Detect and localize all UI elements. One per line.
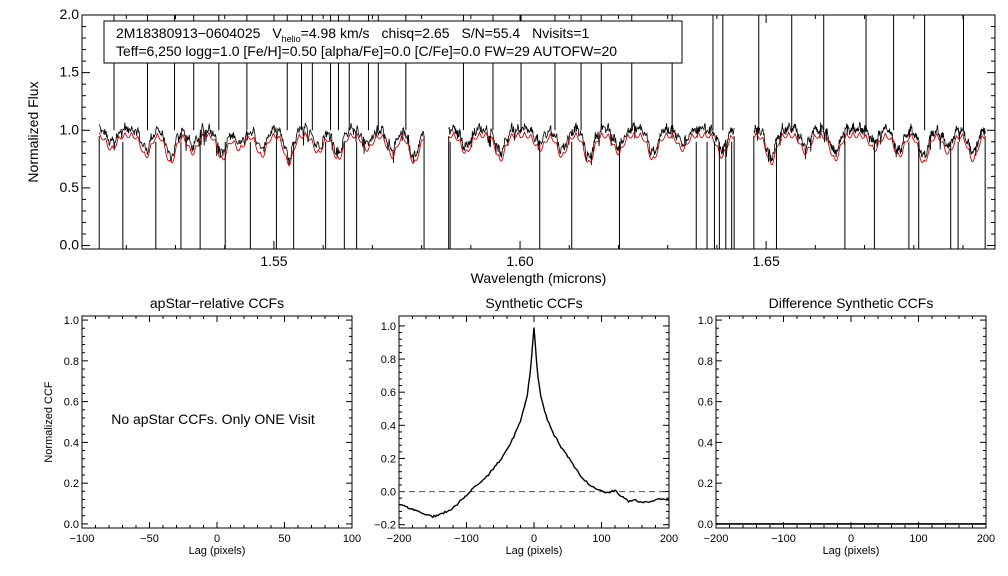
x-tick-label: 1.60 bbox=[506, 253, 533, 269]
y-axis-label: Normalized Flux bbox=[25, 81, 41, 182]
y-tick-label: 1.0 bbox=[698, 315, 713, 327]
synthetic-ccf-panel: −200 −100 0 100 200 −0.2 0.0 0.2 0.4 0.6 0.8 1.0 Lag… bbox=[374, 295, 678, 557]
no-ccf-annotation: No apStar CCFs. Only ONE Visit bbox=[111, 411, 315, 427]
y-tick-label: 0.4 bbox=[698, 437, 713, 449]
difference-ccf-panel: −200 −100 0 100 200 0.0 0.2 0.4 0.6 0.8 1.0 Lag (pi… bbox=[698, 295, 995, 557]
snr: S/N=55.4 bbox=[461, 25, 520, 41]
y-tick-label: 0.8 bbox=[698, 356, 713, 368]
star-id: 2M18380913−0604025 bbox=[116, 25, 261, 41]
observed-spectrum-line bbox=[98, 122, 425, 167]
x-tick-label: −200 bbox=[387, 533, 412, 545]
chisq: chisq=2.65 bbox=[381, 25, 449, 41]
plot-frame bbox=[715, 315, 987, 529]
chart-title: Synthetic CCFs bbox=[485, 295, 582, 311]
y-tick-label: −0.2 bbox=[374, 520, 396, 532]
y-tick-label: 0.0 bbox=[60, 237, 80, 253]
chart-title: apStar−relative CCFs bbox=[150, 295, 284, 311]
observed-spectrum-line bbox=[753, 121, 986, 163]
y-tick-label: 0.6 bbox=[381, 387, 396, 399]
info-line-2: Teff=6,250 logg=1.0 [Fe/H]=0.50 [alpha/F… bbox=[116, 43, 617, 59]
y-tick-label: 0.8 bbox=[381, 354, 396, 366]
model-spectrum-line bbox=[448, 130, 735, 163]
vhelio-label: V bbox=[272, 25, 282, 41]
ccf-line bbox=[399, 327, 670, 519]
y-tick-label: 0.8 bbox=[64, 356, 79, 368]
y-tick-label: 0.6 bbox=[64, 397, 79, 409]
y-tick-label: 0.6 bbox=[698, 397, 713, 409]
y-tick-label: 0.0 bbox=[698, 519, 713, 531]
x-tick-label: 1.55 bbox=[260, 253, 287, 269]
model-spectrum-line bbox=[98, 131, 425, 166]
y-tick-label: 2.0 bbox=[60, 6, 80, 22]
y-tick-label: 0.0 bbox=[64, 519, 79, 531]
y-tick-label: 1.5 bbox=[60, 64, 80, 80]
observed-spectrum-line bbox=[448, 122, 735, 166]
plot-frame bbox=[81, 14, 996, 250]
x-axis-label: Lag (pixels) bbox=[823, 545, 880, 557]
apstar-ccf-panel: −100 −50 0 50 100 0.0 0.2 0.4 0.6 0.8 1.0 Lag (pixe… bbox=[43, 295, 361, 557]
y-tick-label: 1.0 bbox=[64, 315, 79, 327]
x-tick-label: 0 bbox=[848, 533, 854, 545]
x-tick-label: 100 bbox=[343, 533, 361, 545]
x-tick-label: 1.65 bbox=[753, 253, 780, 269]
x-tick-label: 200 bbox=[977, 533, 995, 545]
spectrum-panel: 1.55 1.60 1.65 0.0 0.5 1.0 1.5 2.0 Wavelength (m… bbox=[25, 6, 996, 286]
x-tick-label: 200 bbox=[660, 533, 678, 545]
plot-frame bbox=[398, 315, 670, 529]
vhelio-value: =4.98 km/s bbox=[301, 25, 370, 41]
x-tick-label: −100 bbox=[454, 533, 479, 545]
y-tick-label: 0.2 bbox=[64, 478, 79, 490]
y-tick-label: 0.4 bbox=[64, 437, 79, 449]
y-tick-label: 0.0 bbox=[381, 487, 396, 499]
vhelio-sub: helio bbox=[282, 34, 301, 44]
info-box-frame bbox=[103, 20, 683, 64]
x-axis-label: Wavelength (microns) bbox=[471, 270, 607, 286]
x-tick-label: 100 bbox=[592, 533, 610, 545]
x-tick-label: 100 bbox=[909, 533, 927, 545]
x-tick-label: 0 bbox=[531, 533, 537, 545]
y-tick-label: 0.2 bbox=[698, 478, 713, 490]
chart-title: Difference Synthetic CCFs bbox=[769, 295, 934, 311]
x-tick-label: −100 bbox=[771, 533, 796, 545]
y-tick-label: 0.2 bbox=[381, 453, 396, 465]
nvisits: Nvisits=1 bbox=[532, 25, 589, 41]
y-tick-label: 1.0 bbox=[60, 121, 80, 137]
y-tick-label: 0.5 bbox=[60, 179, 80, 195]
x-tick-label: −200 bbox=[704, 533, 729, 545]
x-tick-label: −50 bbox=[140, 533, 159, 545]
info-box: 2M18380913−0604025 Vhelio=4.98 km/s chis… bbox=[103, 20, 683, 64]
info-line-1: 2M18380913−0604025 Vhelio=4.98 km/s chis… bbox=[116, 25, 589, 44]
x-axis-label: Lag (pixels) bbox=[189, 545, 246, 557]
x-tick-label: 50 bbox=[278, 533, 290, 545]
x-tick-label: 0 bbox=[214, 533, 220, 545]
x-tick-label: −100 bbox=[70, 533, 95, 545]
y-tick-label: 0.4 bbox=[381, 420, 396, 432]
y-axis-label: Normalized CCF bbox=[43, 381, 55, 463]
model-spectrum-line bbox=[753, 130, 986, 166]
y-tick-label: 1.0 bbox=[381, 321, 396, 333]
x-axis-label: Lag (pixels) bbox=[506, 545, 563, 557]
